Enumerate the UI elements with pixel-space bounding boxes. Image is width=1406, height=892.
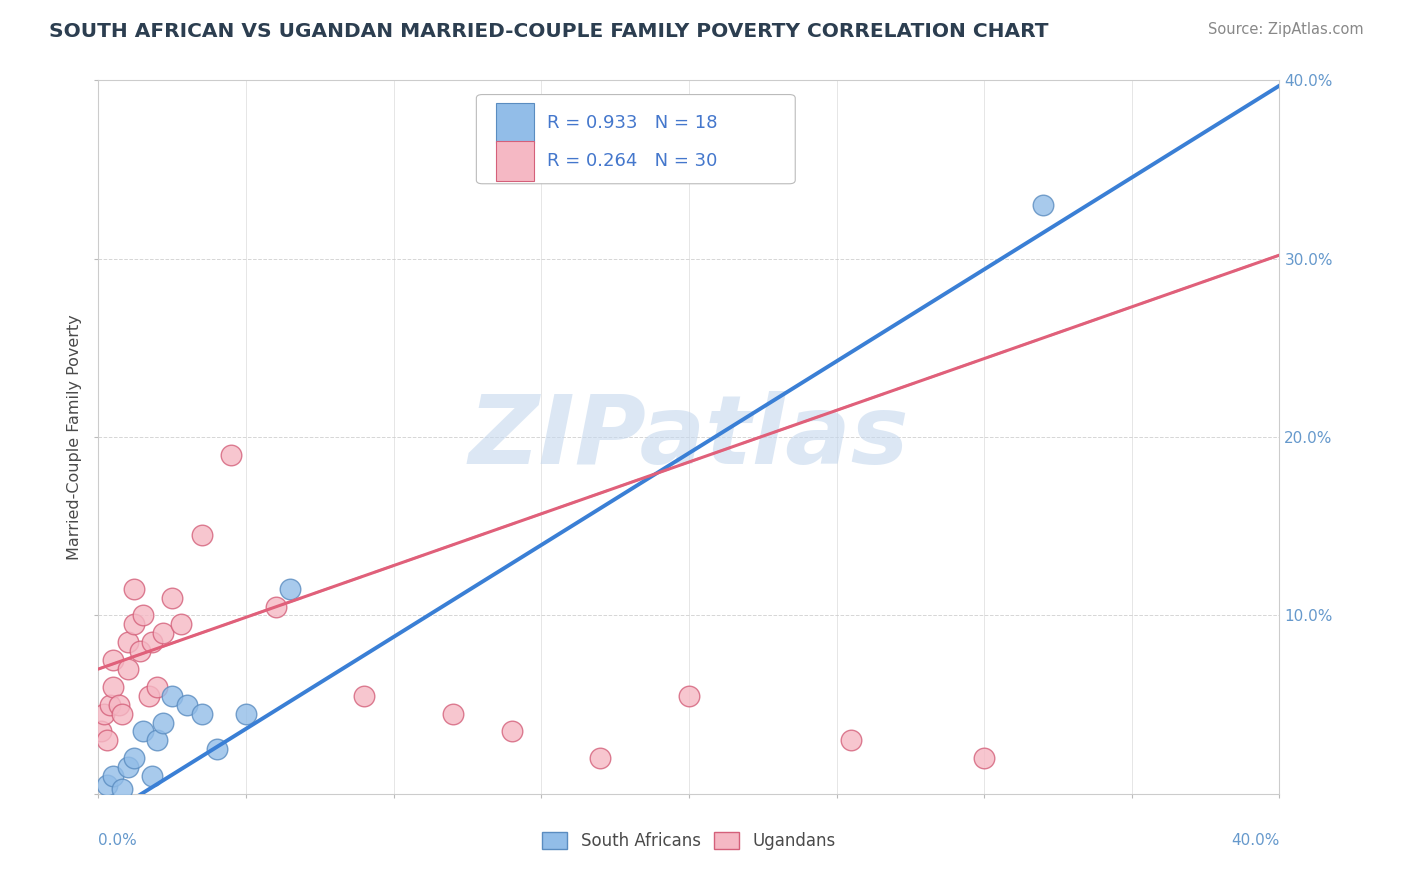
Point <box>278 582 302 596</box>
Point <box>122 582 145 596</box>
Point <box>678 689 700 703</box>
Point <box>152 715 174 730</box>
Legend: South Africans, Ugandans: South Africans, Ugandans <box>536 825 842 857</box>
Point <box>1032 198 1054 212</box>
Point <box>152 626 174 640</box>
Text: 40.0%: 40.0% <box>1232 833 1279 848</box>
Point <box>108 698 131 712</box>
Point <box>191 528 214 542</box>
Text: Source: ZipAtlas.com: Source: ZipAtlas.com <box>1208 22 1364 37</box>
Point <box>103 769 125 783</box>
Point <box>973 751 995 765</box>
Text: R = 0.264   N = 30: R = 0.264 N = 30 <box>547 152 717 169</box>
Point <box>353 689 375 703</box>
Point <box>141 635 163 649</box>
Point <box>138 689 160 703</box>
Point <box>501 724 523 739</box>
Point <box>90 724 112 739</box>
Point <box>221 448 243 462</box>
Point <box>162 689 183 703</box>
Point <box>132 608 155 623</box>
Point <box>103 653 125 667</box>
Point <box>170 617 193 632</box>
FancyBboxPatch shape <box>496 141 534 180</box>
FancyBboxPatch shape <box>477 95 796 184</box>
Point <box>176 698 198 712</box>
Text: SOUTH AFRICAN VS UGANDAN MARRIED-COUPLE FAMILY POVERTY CORRELATION CHART: SOUTH AFRICAN VS UGANDAN MARRIED-COUPLE … <box>49 22 1049 41</box>
Point <box>841 733 863 747</box>
Y-axis label: Married-Couple Family Poverty: Married-Couple Family Poverty <box>66 314 82 560</box>
FancyBboxPatch shape <box>496 103 534 143</box>
Point <box>117 760 139 774</box>
Point <box>111 706 134 721</box>
Point <box>162 591 183 605</box>
Point <box>146 733 169 747</box>
Point <box>93 706 115 721</box>
Point <box>117 662 139 676</box>
Point <box>441 706 464 721</box>
Point <box>111 781 134 796</box>
Point <box>191 706 214 721</box>
Point <box>141 769 163 783</box>
Point <box>132 724 155 739</box>
Point <box>122 617 145 632</box>
Point <box>235 706 257 721</box>
Text: ZIPatlas: ZIPatlas <box>468 391 910 483</box>
Text: 0.0%: 0.0% <box>98 833 138 848</box>
Point <box>589 751 612 765</box>
Point <box>205 742 228 756</box>
Point <box>98 698 121 712</box>
Point <box>264 599 287 614</box>
Text: R = 0.933   N = 18: R = 0.933 N = 18 <box>547 114 717 132</box>
Point <box>117 635 139 649</box>
Point <box>128 644 150 658</box>
Point <box>122 751 145 765</box>
Point <box>146 680 169 694</box>
Point <box>96 733 118 747</box>
Point <box>96 778 118 792</box>
Point <box>103 680 125 694</box>
